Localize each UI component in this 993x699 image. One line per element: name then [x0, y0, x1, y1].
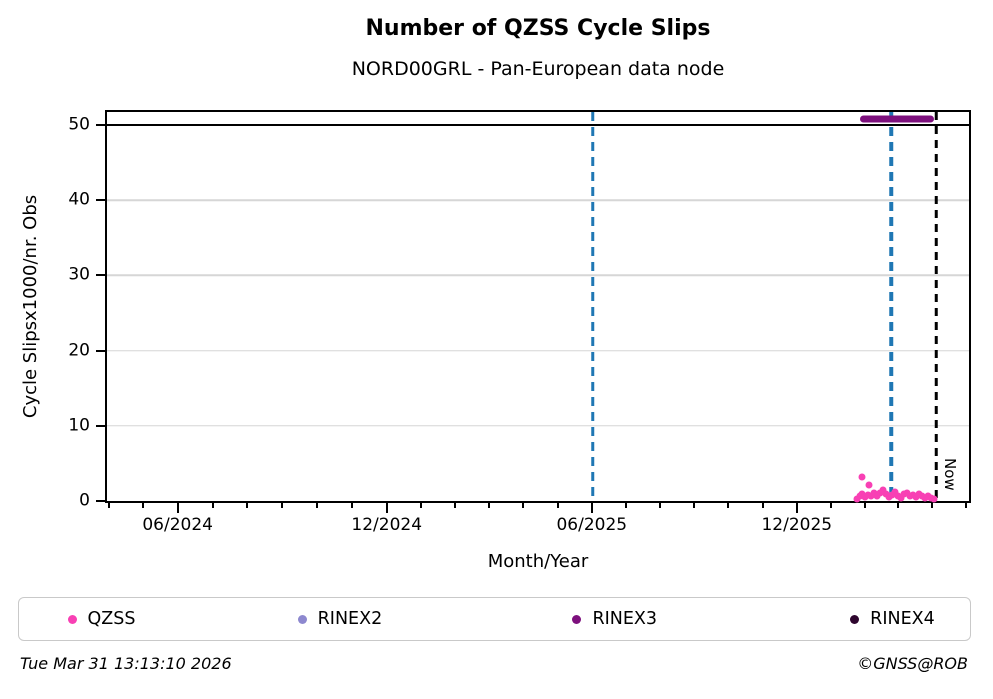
x-minor-tick-mark: [863, 503, 866, 508]
now-label: Now: [941, 458, 960, 491]
x-tick-label: 06/2024: [142, 515, 213, 535]
x-tick-label: 12/2025: [761, 515, 833, 535]
qzss-point: [888, 491, 896, 499]
x-minor-tick-mark: [624, 503, 627, 508]
x-major-tick-mark: [385, 503, 388, 513]
qzss-point: [891, 488, 899, 496]
x-minor-tick-mark: [211, 503, 214, 508]
timestamp-text: Tue Mar 31 13:13:10 2026: [20, 654, 232, 673]
legend-item-label: QZSS: [87, 609, 136, 629]
x-minor-tick-mark: [964, 503, 967, 508]
qzss-point: [903, 489, 911, 497]
y-tick-mark: [96, 500, 105, 502]
x-major-tick-mark: [795, 503, 798, 513]
qzss-point: [873, 492, 881, 500]
y-tick-label: 20: [68, 340, 90, 361]
y-gridline: [107, 274, 969, 277]
plot-area: 0 10 20 30 40 50 06/2024 12/2024 06/2025 12/2025 N…: [68, 110, 971, 534]
x-tick-label: 06/2025: [556, 515, 628, 535]
legend-item-label: RINEX3: [592, 609, 658, 629]
y50-line: [107, 123, 969, 126]
y-tick-label: 10: [68, 415, 90, 436]
y-gridline: [107, 349, 969, 352]
chart-title: Number of QZSS Cycle Slips: [365, 16, 711, 41]
x-major-tick-mark: [176, 503, 179, 513]
y-tick-label: 30: [68, 264, 90, 285]
legend-item-label: RINEX2: [317, 609, 383, 629]
x-minor-tick-mark: [454, 503, 457, 508]
y-tick-mark: [96, 349, 105, 352]
qzss-point: [897, 494, 905, 502]
qzss-point: [867, 492, 875, 500]
x-minor-tick-mark: [829, 503, 832, 508]
qzss-point: [879, 486, 887, 494]
rinex3-marker-icon: [572, 614, 582, 624]
qzss-point: [930, 495, 938, 503]
x-tick-label: 12/2024: [351, 515, 423, 535]
x-minor-tick-mark: [761, 503, 764, 508]
y-tick-mark: [96, 424, 105, 427]
x-major-tick-mark: [590, 503, 593, 513]
y-tick-label: 50: [68, 114, 90, 135]
rinex4-marker-icon: [850, 614, 860, 624]
legend-item-qzss: QZSS: [67, 609, 136, 629]
event-vline: [590, 112, 595, 501]
y-axis-label: Cycle Slipsx1000/nr. Obs: [20, 194, 41, 419]
x-minor-tick-mark: [350, 503, 353, 508]
y-tick-mark: [96, 274, 105, 277]
x-minor-tick-mark: [659, 503, 662, 508]
x-axis-label: Month/Year: [487, 551, 589, 572]
y-tick-label: 0: [79, 490, 90, 511]
qzss-point: [876, 489, 884, 497]
x-minor-tick-mark: [727, 503, 730, 508]
y-gridline: [107, 199, 969, 201]
y-tick-mark: [96, 199, 105, 202]
x-minor-tick-mark: [246, 503, 249, 508]
legend-item-rinex2: RINEX2: [297, 609, 383, 629]
x-minor-tick-mark: [488, 503, 491, 508]
y-tick-label: 40: [68, 189, 90, 210]
legend: QZSS RINEX2 RINEX3 RINEX4: [18, 597, 971, 641]
x-minor-tick-mark: [419, 503, 422, 508]
now-line: [934, 112, 938, 501]
x-minor-tick-mark: [107, 503, 110, 508]
event-vline: [889, 112, 894, 501]
chart-subtitle: NORD00GRL - Pan-European data node: [351, 58, 725, 80]
y-tick-mark: [96, 123, 105, 126]
qzss-point: [912, 493, 920, 501]
qzss-point: [858, 473, 865, 481]
x-minor-tick-mark: [316, 503, 319, 508]
y-gridline: [107, 425, 969, 427]
copyright-text: ©GNSS@ROB: [857, 654, 968, 673]
qzss-point: [870, 489, 878, 497]
qzss-point: [865, 481, 873, 489]
x-minor-tick-mark: [931, 503, 934, 508]
qzss-marker-icon: [67, 614, 77, 624]
rinex2-marker-icon: [297, 614, 307, 624]
x-minor-tick-mark: [556, 503, 559, 508]
legend-item-rinex4: RINEX4: [850, 609, 935, 629]
x-minor-tick-mark: [141, 503, 144, 508]
x-minor-tick-mark: [522, 503, 525, 508]
legend-item-rinex3: RINEX3: [572, 609, 657, 629]
rinex3-availability-bar: [859, 115, 935, 123]
x-minor-tick-mark: [693, 503, 696, 508]
legend-item-label: RINEX4: [870, 609, 935, 629]
x-minor-tick-mark: [897, 503, 900, 508]
x-minor-tick-mark: [281, 503, 284, 508]
